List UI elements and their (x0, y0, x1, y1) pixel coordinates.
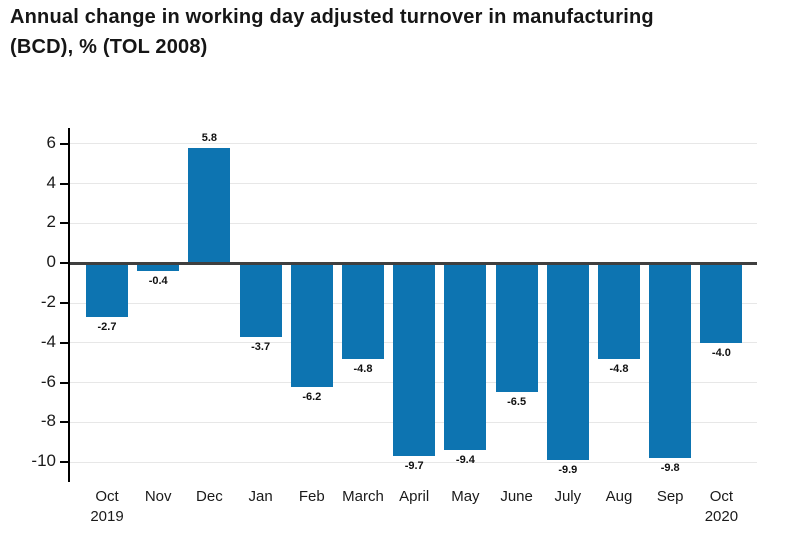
gridline (70, 183, 757, 185)
x-axis-label-month: April (399, 488, 430, 505)
bar-value-label: -2.7 (97, 320, 117, 333)
x-axis-label-month: Oct (709, 488, 734, 505)
y-tick-label: 2 (46, 212, 56, 232)
y-axis-line (68, 128, 70, 482)
x-axis-label-month: March (342, 488, 384, 505)
y-tick-label: -6 (40, 371, 56, 391)
gridline (70, 461, 757, 463)
bar (700, 263, 743, 343)
y-axis-tick-mark (60, 262, 69, 265)
bar (137, 263, 180, 272)
x-axis-label-month: Feb (298, 488, 325, 505)
y-axis-tick-mark (60, 341, 69, 344)
x-axis-label: July (535, 487, 601, 507)
bar-value-label: -9.7 (404, 460, 424, 473)
bar-value-label: -4.8 (609, 362, 629, 375)
chart-title-line1: Annual change in working day adjusted tu… (10, 6, 654, 28)
bar-value-label: -9.4 (455, 454, 475, 467)
y-axis-tick-mark (60, 182, 69, 185)
bar (342, 263, 384, 359)
bar (546, 263, 589, 461)
x-axis-label-month: Oct (95, 488, 119, 505)
bar-value-label: -3.7 (251, 340, 271, 353)
y-tick-label: -4 (40, 331, 56, 351)
bar (290, 263, 333, 387)
x-axis-label-month: Jan (248, 488, 273, 505)
y-axis-tick-mark (60, 222, 69, 225)
x-axis-label: Dec (176, 487, 242, 507)
x-axis-label-month: Sep (656, 488, 684, 505)
bar (649, 263, 692, 459)
bar-value-label: -4.0 (711, 346, 731, 359)
x-axis-label: March (330, 487, 396, 507)
bar (444, 263, 487, 451)
x-axis-label: Jan (228, 487, 294, 507)
chart-title-line2: (BCD), % (TOL 2008) (10, 36, 208, 58)
bar (393, 263, 436, 457)
bar-value-label: -6.5 (507, 396, 527, 409)
y-tick-label: 0 (46, 252, 56, 272)
bar-value-label: -0.4 (148, 275, 168, 288)
bar-value-label: -9.9 (558, 464, 578, 477)
bar-value-label: -9.8 (660, 462, 680, 475)
y-axis-tick-mark (60, 461, 69, 464)
x-axis-label-month: June (500, 488, 533, 505)
bar (188, 147, 231, 264)
x-axis-label-month: Aug (605, 488, 633, 505)
x-axis-label: Sep (637, 487, 703, 507)
x-axis-label-month: Dec (196, 488, 223, 505)
bar (598, 263, 640, 359)
x-axis-label-month: July (554, 488, 582, 505)
x-axis-label: Nov (125, 487, 191, 507)
x-axis-label: Oct 2019 (74, 487, 140, 527)
bar-value-label: -4.8 (353, 362, 373, 375)
x-axis-label-month: May (451, 488, 480, 505)
y-axis-tick-mark (60, 142, 69, 145)
y-axis-tick-mark (60, 381, 69, 384)
bar (239, 263, 282, 337)
x-axis-label-month: Nov (144, 488, 172, 505)
y-axis-tick-mark (60, 421, 69, 424)
x-axis-label: June (484, 487, 550, 507)
x-axis-label: Feb (279, 487, 345, 507)
chart-title: Annual change in working day adjusted tu… (10, 2, 790, 62)
y-tick-label: 6 (46, 132, 56, 152)
bar (86, 263, 128, 317)
gridline (70, 222, 757, 224)
x-axis-label: April (381, 487, 447, 507)
x-axis-label: Oct 2020 (688, 487, 754, 527)
y-axis-tick-mark (60, 302, 69, 304)
x-axis-label: Aug (586, 487, 652, 507)
y-tick-label: -10 (31, 451, 56, 471)
y-tick-label: -8 (40, 411, 56, 431)
bar (495, 263, 538, 393)
bar-value-label: -6.2 (302, 390, 322, 403)
gridline (70, 143, 757, 145)
x-axis-label: May (432, 487, 498, 507)
y-tick-label: 4 (46, 172, 56, 192)
x-axis-label-year: 2020 (704, 508, 739, 525)
bar-value-label: 5.8 (201, 131, 218, 144)
y-tick-label: -2 (40, 292, 56, 311)
zero-line (70, 261, 757, 265)
x-axis-label-year: 2019 (90, 508, 124, 525)
